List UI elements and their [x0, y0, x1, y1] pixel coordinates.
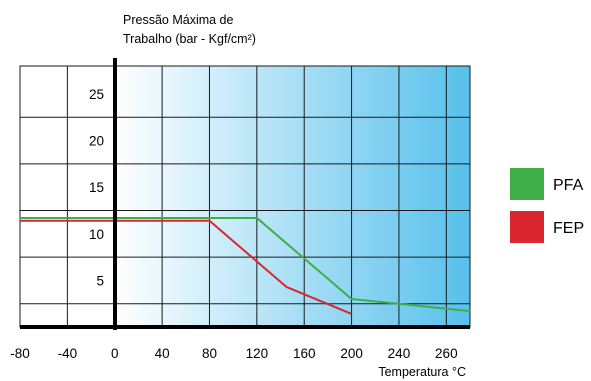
x-tick-label: 80	[202, 346, 217, 361]
x-tick-label: 0	[111, 346, 119, 361]
plot-background	[115, 66, 470, 327]
y-tick-label: 5	[96, 273, 104, 288]
legend-swatch-fep	[510, 211, 544, 243]
x-tick-label: 160	[293, 346, 316, 361]
y-axis-title-line-2: Trabalho (bar - Kgf/cm²)	[123, 32, 256, 46]
y-tick-label: 20	[89, 134, 104, 149]
y-tick-label: 25	[89, 87, 104, 102]
legend-swatch-pfa	[510, 168, 544, 200]
x-tick-label: 260	[435, 346, 458, 361]
x-tick-label: 40	[155, 346, 170, 361]
x-tick-label: 200	[340, 346, 363, 361]
x-tick-label: 120	[246, 346, 269, 361]
tick-labels: -80 -40 0 40 80 120 160 200 240 260 25 20 15 10 5	[10, 87, 457, 361]
y-tick-label: 10	[89, 227, 104, 242]
x-axis-title: Temperatura °C	[378, 365, 466, 379]
x-tick-label: -80	[10, 346, 30, 361]
x-tick-label: 240	[388, 346, 411, 361]
legend-label-pfa: PFA	[553, 177, 584, 194]
legend: PFA FEP	[510, 168, 584, 243]
legend-label-fep: FEP	[553, 220, 584, 237]
y-axis-title-line-1: Pressão Máxima de	[123, 13, 234, 27]
grid	[20, 66, 470, 327]
y-tick-label: 15	[89, 180, 104, 195]
series-line-pfa	[20, 216, 471, 313]
x-tick-label: -40	[58, 346, 78, 361]
